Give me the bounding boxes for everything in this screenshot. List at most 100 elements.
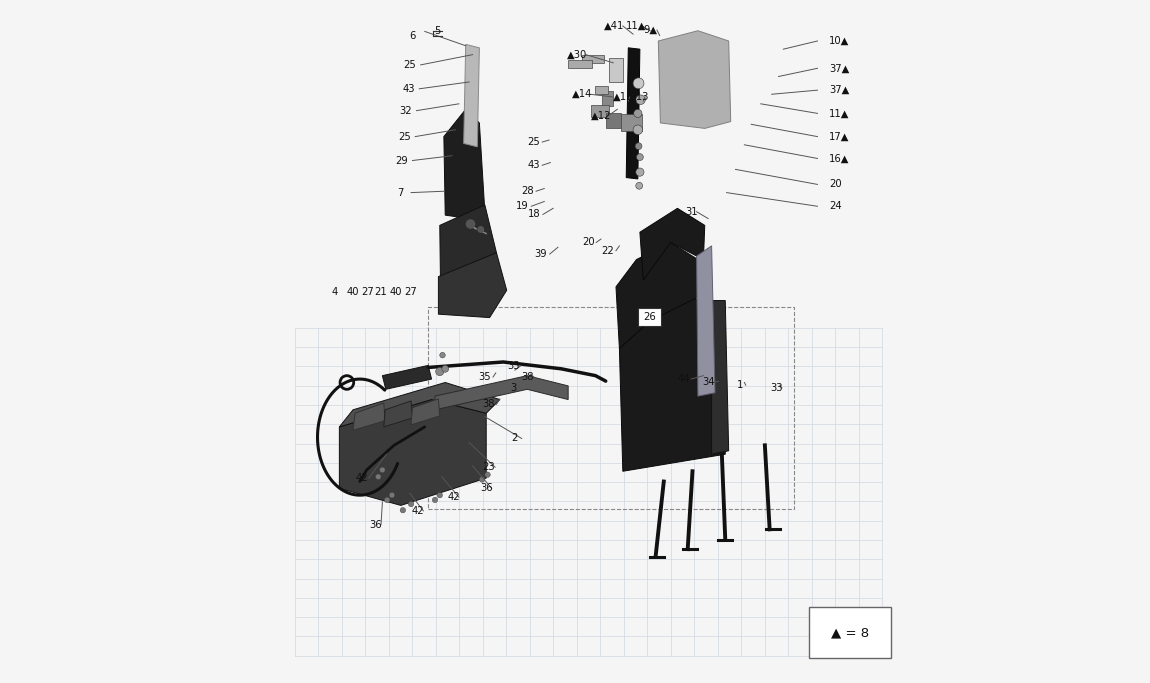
- Text: 42: 42: [355, 473, 368, 483]
- Circle shape: [437, 492, 443, 498]
- FancyBboxPatch shape: [638, 308, 661, 326]
- Text: 20: 20: [582, 238, 595, 247]
- Text: 42: 42: [412, 506, 424, 516]
- Text: 29: 29: [396, 156, 408, 165]
- Circle shape: [432, 497, 438, 503]
- Text: 27: 27: [361, 288, 374, 297]
- Text: 2: 2: [512, 434, 519, 443]
- Circle shape: [480, 477, 485, 482]
- Text: 23: 23: [483, 462, 496, 472]
- Text: 11▲: 11▲: [829, 109, 850, 118]
- Text: 10▲: 10▲: [829, 36, 850, 46]
- Polygon shape: [339, 382, 500, 427]
- Text: 43: 43: [528, 161, 540, 170]
- Circle shape: [408, 501, 414, 507]
- Text: 21: 21: [375, 288, 388, 297]
- Circle shape: [632, 78, 644, 89]
- Circle shape: [439, 352, 445, 358]
- Bar: [582, 55, 604, 63]
- Text: ▲15: ▲15: [613, 92, 633, 102]
- Text: 27: 27: [405, 288, 417, 297]
- Polygon shape: [463, 44, 480, 147]
- Text: 36: 36: [480, 484, 492, 493]
- Polygon shape: [639, 208, 705, 280]
- Polygon shape: [353, 403, 385, 430]
- Circle shape: [636, 168, 644, 176]
- Circle shape: [389, 492, 394, 498]
- Bar: [603, 91, 613, 106]
- Text: 36: 36: [369, 520, 382, 529]
- Text: 25: 25: [404, 60, 416, 70]
- Text: 44: 44: [678, 374, 690, 384]
- Text: 38: 38: [521, 372, 534, 382]
- Text: 9▲: 9▲: [643, 25, 657, 35]
- Circle shape: [632, 125, 643, 135]
- Text: 28: 28: [521, 186, 534, 196]
- Text: 34: 34: [702, 378, 714, 387]
- Polygon shape: [435, 376, 568, 410]
- Text: 18: 18: [528, 210, 540, 219]
- Circle shape: [635, 143, 642, 150]
- Text: 11▲: 11▲: [627, 21, 646, 31]
- Circle shape: [467, 220, 475, 228]
- Polygon shape: [438, 253, 507, 318]
- Polygon shape: [697, 246, 715, 396]
- Text: 22: 22: [601, 246, 614, 255]
- Polygon shape: [339, 400, 486, 505]
- Bar: [591, 105, 610, 117]
- Polygon shape: [712, 301, 729, 454]
- Circle shape: [436, 367, 444, 376]
- Text: 7: 7: [397, 188, 404, 197]
- Text: 40: 40: [346, 288, 359, 297]
- Bar: [428, 307, 794, 509]
- Circle shape: [636, 95, 645, 104]
- Text: 35: 35: [507, 361, 520, 371]
- Text: ▲41: ▲41: [605, 21, 624, 31]
- Text: 37▲: 37▲: [829, 85, 850, 95]
- Text: 4: 4: [331, 288, 338, 297]
- Text: 33: 33: [770, 383, 783, 393]
- Text: 32: 32: [399, 106, 412, 115]
- Circle shape: [380, 467, 385, 473]
- Circle shape: [442, 365, 448, 372]
- Text: 25: 25: [398, 132, 411, 141]
- Bar: [606, 113, 621, 128]
- Circle shape: [485, 472, 490, 477]
- Circle shape: [636, 154, 643, 161]
- Polygon shape: [411, 399, 439, 425]
- Text: ▲ = 8: ▲ = 8: [830, 626, 869, 639]
- Text: 20: 20: [829, 180, 842, 189]
- Text: 39: 39: [535, 249, 547, 259]
- Circle shape: [400, 507, 406, 513]
- Circle shape: [636, 182, 643, 189]
- Circle shape: [478, 227, 483, 232]
- Bar: [621, 114, 642, 131]
- Bar: [596, 86, 608, 94]
- Text: 37▲: 37▲: [829, 64, 850, 73]
- Polygon shape: [620, 297, 726, 471]
- Text: ▲13: ▲13: [629, 92, 650, 102]
- Bar: [610, 58, 623, 82]
- Text: ▲30: ▲30: [567, 50, 588, 59]
- Text: 19: 19: [516, 201, 529, 211]
- Text: 42: 42: [447, 492, 460, 502]
- Text: 3: 3: [511, 383, 516, 393]
- Text: 6: 6: [409, 31, 415, 40]
- Text: 25: 25: [528, 137, 540, 147]
- Polygon shape: [383, 365, 431, 389]
- Text: 5: 5: [434, 27, 440, 36]
- Text: 26: 26: [643, 312, 655, 322]
- Polygon shape: [658, 31, 730, 128]
- Text: 16▲: 16▲: [829, 154, 850, 163]
- Polygon shape: [627, 48, 639, 179]
- FancyBboxPatch shape: [810, 607, 890, 658]
- Circle shape: [376, 474, 381, 479]
- Text: 1: 1: [737, 380, 743, 390]
- Text: 38: 38: [483, 400, 496, 409]
- Polygon shape: [439, 205, 497, 283]
- Text: 43: 43: [402, 84, 415, 94]
- Text: 31: 31: [684, 207, 697, 217]
- Polygon shape: [384, 401, 413, 427]
- Circle shape: [384, 497, 390, 503]
- Text: ▲14: ▲14: [572, 89, 592, 99]
